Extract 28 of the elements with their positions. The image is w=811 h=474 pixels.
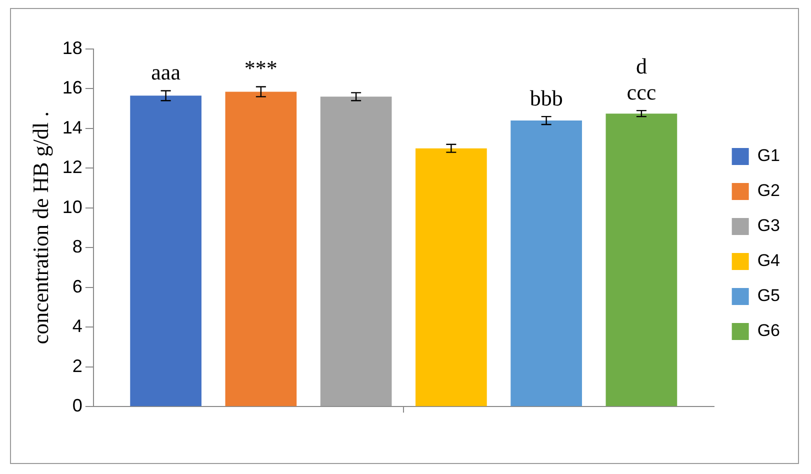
annotation: *** — [244, 56, 278, 81]
bar — [225, 92, 297, 406]
legend-label: G1 — [757, 146, 780, 166]
bar — [606, 114, 678, 406]
legend-label: G5 — [757, 286, 780, 306]
y-tick-label: 18 — [62, 38, 82, 58]
bar — [320, 96, 392, 406]
bar — [510, 120, 582, 406]
y-axis-title: concentration de HB g/dl . — [28, 111, 53, 344]
y-tick-label: 14 — [62, 117, 82, 138]
legend-label: G6 — [757, 321, 780, 340]
y-tick-label: 0 — [72, 396, 82, 416]
legend-label: G4 — [757, 251, 780, 270]
annotation: ccc — [626, 79, 656, 104]
y-tick-label: 2 — [72, 356, 82, 376]
annotation: d — [636, 53, 647, 78]
bar — [416, 148, 487, 406]
y-tick-label: 16 — [62, 78, 82, 98]
y-tick-label: 4 — [72, 316, 82, 336]
y-tick-label: 6 — [72, 276, 82, 296]
y-tick-label: 10 — [62, 196, 82, 217]
y-tick-label: 8 — [72, 236, 82, 257]
y-tick-label: 12 — [62, 157, 82, 178]
annotation: bbb — [530, 85, 563, 110]
annotation: aaa — [151, 60, 181, 84]
bar — [130, 96, 202, 406]
legend-label: G3 — [757, 216, 780, 236]
legend-label: G2 — [757, 181, 780, 200]
